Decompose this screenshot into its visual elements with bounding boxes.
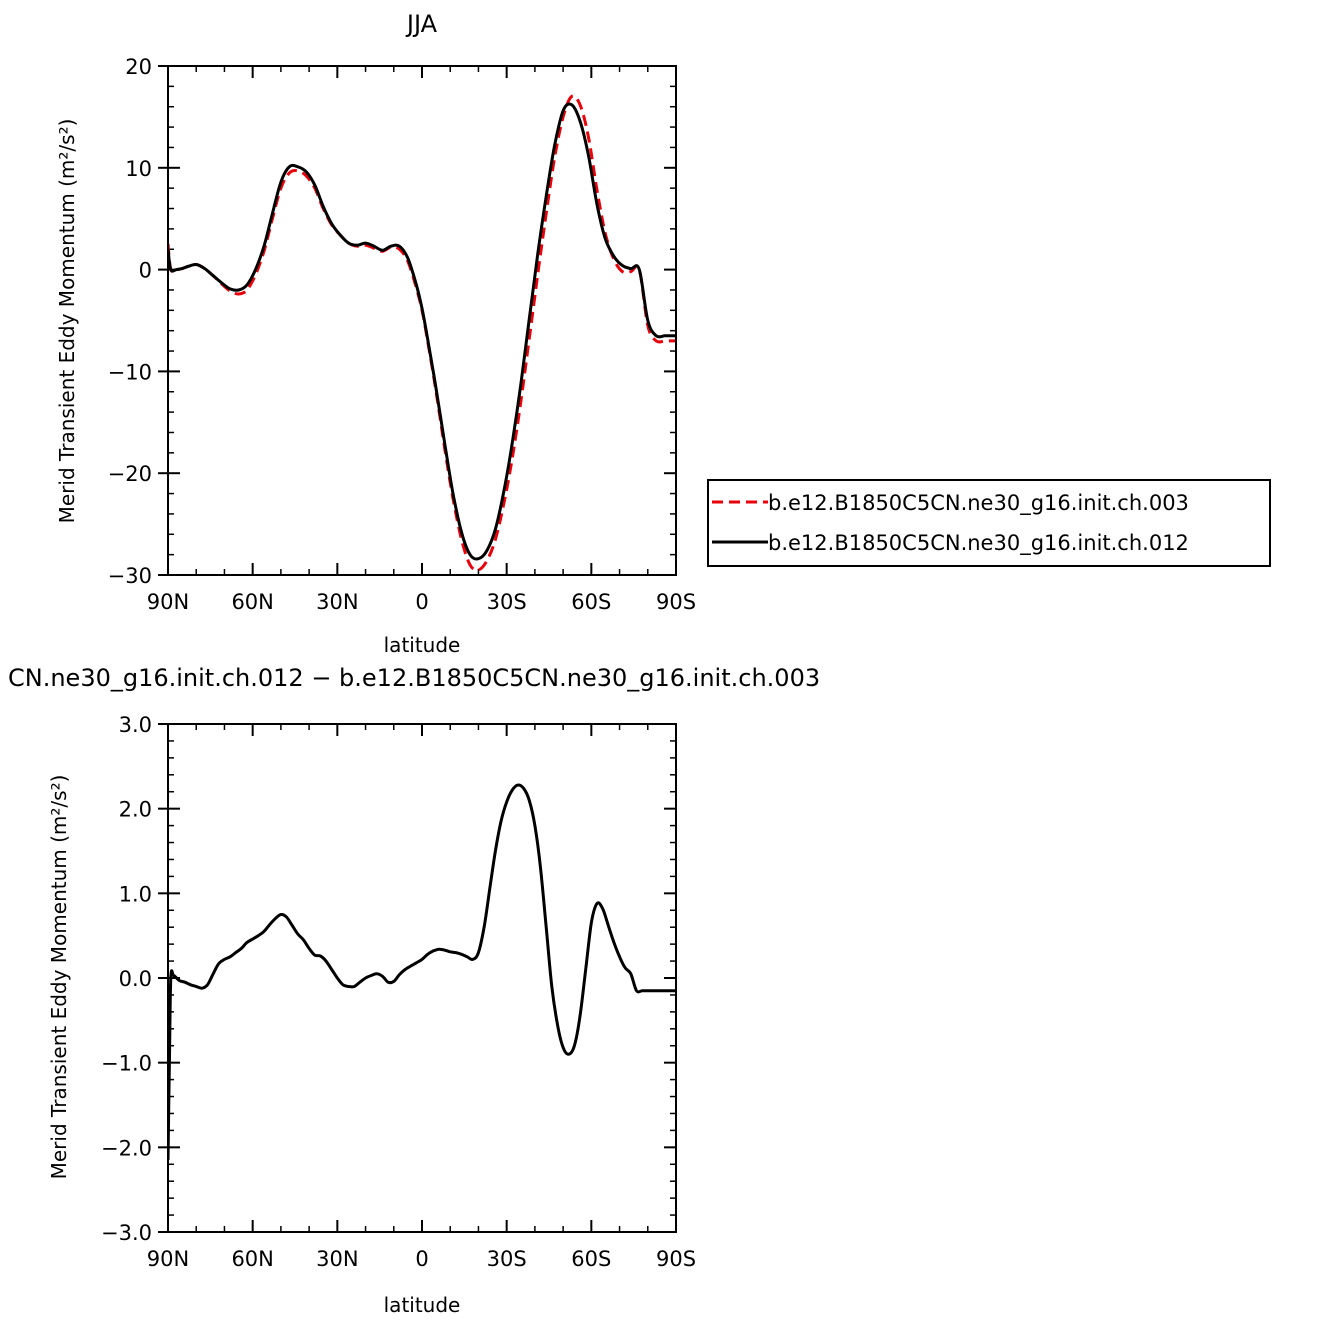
x-tick-label: 0 <box>415 590 428 614</box>
legend-label-012: b.e12.B1850C5CN.ne30_g16.init.ch.012 <box>768 531 1189 556</box>
top-series-lines <box>168 94 676 572</box>
top-panel: JJA 90N 60N 30N 0 30S 60S 90S 20 10 0 −10 −20 −30 la… <box>55 10 696 657</box>
series-line-0-1 <box>168 102 676 561</box>
top-tick-labels: 90N 60N 30N 0 30S 60S 90S 20 10 0 −10 −20 −30 <box>108 55 696 614</box>
bottom-x-axis-title: latitude <box>384 1293 461 1317</box>
y-tick-label: 10 <box>125 157 152 181</box>
bottom-series-lines <box>168 783 676 1161</box>
series-line-1-0 <box>168 783 676 1161</box>
top-axis-ticks <box>158 65 677 576</box>
top-plot-title: JJA <box>405 10 438 38</box>
x-tick-label: 30N <box>316 1247 358 1271</box>
x-tick-label: 90S <box>656 590 696 614</box>
top-x-axis-title: latitude <box>384 633 461 657</box>
bottom-plot-frame <box>167 723 677 1233</box>
x-tick-label: 0 <box>415 1247 428 1271</box>
x-tick-label: 90S <box>656 1247 696 1271</box>
y-tick-label: 0.0 <box>119 967 152 991</box>
series-line-0-0 <box>168 94 676 572</box>
legend-box <box>707 479 1271 567</box>
y-tick-label: −20 <box>108 462 152 486</box>
bottom-axis-ticks <box>158 723 677 1233</box>
y-tick-label: 1.0 <box>119 882 152 906</box>
y-tick-label: −3.0 <box>101 1221 152 1245</box>
bottom-y-axis-title: Merid Transient Eddy Momentum (m²/s²) <box>47 775 71 1180</box>
legend-label-003: b.e12.B1850C5CN.ne30_g16.init.ch.003 <box>768 491 1189 516</box>
top-plot-frame <box>167 65 677 576</box>
y-tick-label: −2.0 <box>101 1136 152 1160</box>
x-tick-label: 60S <box>571 590 611 614</box>
y-tick-label: 3.0 <box>119 713 152 737</box>
bottom-plot-title: CN.ne30_g16.init.ch.012 − b.e12.B1850C5C… <box>8 664 820 692</box>
x-tick-label: 60S <box>571 1247 611 1271</box>
x-tick-label: 30S <box>487 590 527 614</box>
x-tick-label: 60N <box>231 1247 273 1271</box>
y-tick-label: 0 <box>139 259 152 283</box>
x-tick-label: 30N <box>316 590 358 614</box>
legend: b.e12.B1850C5CN.ne30_g16.init.ch.003 b.e… <box>707 479 1271 567</box>
x-tick-label: 30S <box>487 1247 527 1271</box>
x-tick-label: 90N <box>147 590 189 614</box>
y-tick-label: 2.0 <box>119 798 152 822</box>
y-tick-label: −30 <box>108 564 152 588</box>
bottom-tick-labels: 90N 60N 30N 0 30S 60S 90S 3.0 2.0 1.0 0.0 −1.0 −2.0 −… <box>101 713 696 1271</box>
bottom-panel: CN.ne30_g16.init.ch.012 − b.e12.B1850C5C… <box>8 664 820 1317</box>
top-y-axis-title: Merid Transient Eddy Momentum (m²/s²) <box>55 119 79 524</box>
x-tick-label: 90N <box>147 1247 189 1271</box>
y-tick-label: 20 <box>125 55 152 79</box>
y-tick-label: −10 <box>108 360 152 384</box>
y-tick-label: −1.0 <box>101 1052 152 1076</box>
x-tick-label: 60N <box>231 590 273 614</box>
